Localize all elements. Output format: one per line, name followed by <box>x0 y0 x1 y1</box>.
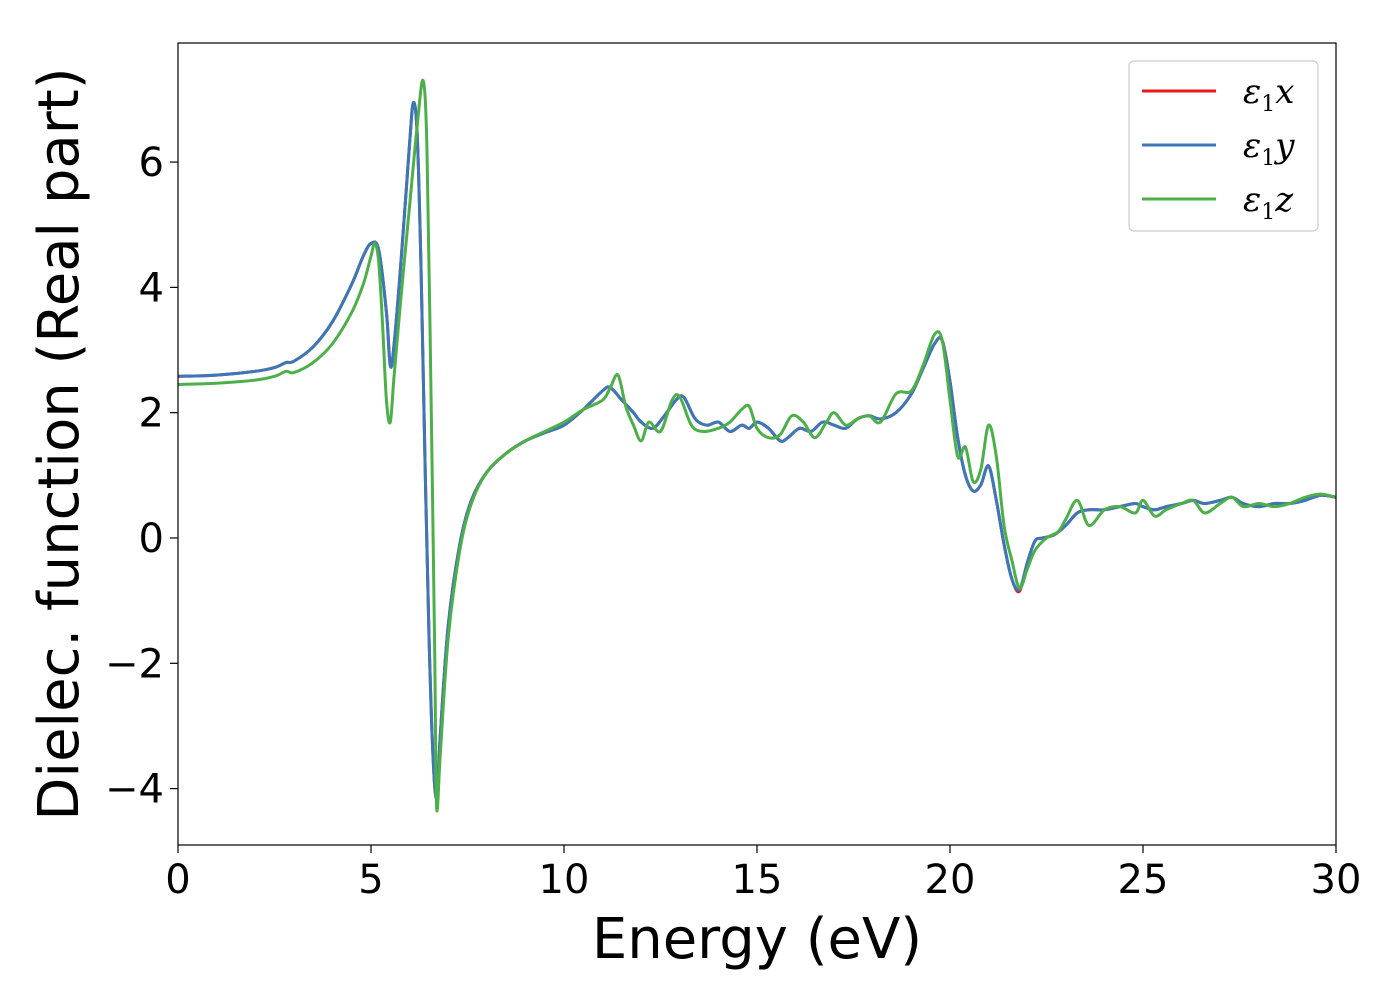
x-tick-label: 20 <box>925 857 976 903</box>
legend: ε1x ε1y ε1z <box>1128 60 1319 232</box>
legend-label-x: ε1x <box>1243 72 1294 117</box>
series-layer <box>178 78 1336 813</box>
series-line-z <box>178 78 1336 813</box>
y-tick-label: −2 <box>105 641 164 687</box>
legend-items: ε1x ε1y ε1z <box>1142 72 1295 225</box>
y-tick-label: 6 <box>139 140 164 186</box>
x-axis-title: Energy (eV) <box>592 907 922 972</box>
y-tick-label: 0 <box>139 516 164 562</box>
x-tick-label: 30 <box>1311 857 1362 903</box>
x-tick-label: 15 <box>732 857 783 903</box>
y-tick-label: −4 <box>105 767 164 813</box>
y-axis-ticks: −4 −2 0 2 4 6 <box>105 140 178 813</box>
x-tick-label: 25 <box>1118 857 1169 903</box>
y-tick-label: 2 <box>139 391 164 437</box>
legend-label-z: ε1z <box>1243 180 1294 225</box>
y-tick-label: 4 <box>139 265 164 311</box>
x-tick-label: 0 <box>165 857 190 903</box>
y-axis-title: Dielec. function (Real part) <box>27 67 92 820</box>
legend-box <box>1128 60 1319 232</box>
legend-label-y: ε1y <box>1243 126 1295 171</box>
x-tick-label: 5 <box>358 857 383 903</box>
x-tick-label: 10 <box>539 857 590 903</box>
x-axis-ticks: 0 5 10 15 20 25 30 <box>165 845 1361 903</box>
